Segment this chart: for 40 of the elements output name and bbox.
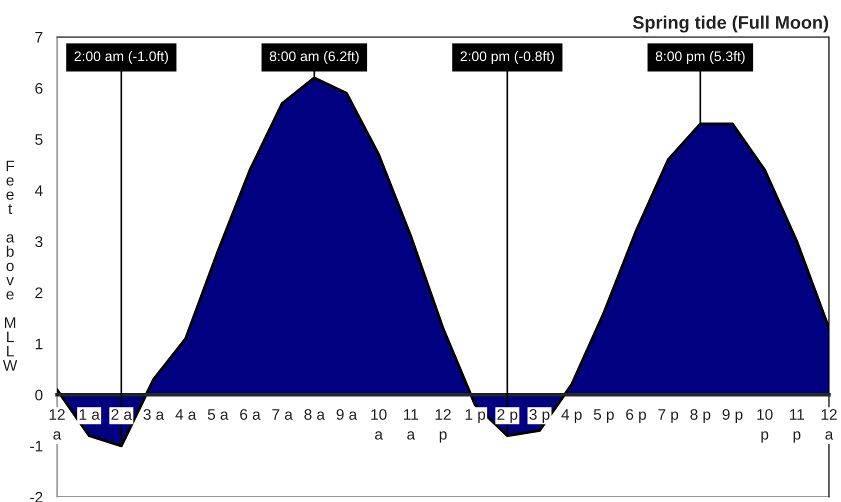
x-tick-label: 2 a [111,409,132,420]
x-tick-label: 10 p [757,409,773,443]
y-tick-label: 3 [35,236,42,248]
x-tick-label: 11 p [790,409,804,443]
x-tick-label: 12 a [822,409,837,440]
x-tick-label: 2 p [497,409,518,423]
x-tick-label: 8 p [690,409,710,423]
x-tick-label: 7 p [658,409,678,423]
x-tick-label: 3 a [143,409,164,420]
y-tick-label: 7 [35,32,42,43]
y-tick-label: 2 [35,287,42,298]
x-tick-label: 9 a [336,409,358,420]
x-tick-label: 10 a [371,409,387,440]
x-tick-label: 9 p [722,409,742,423]
chart-title: Spring tide (Full Moon) [632,16,828,32]
x-tick-label: 5 p [594,409,614,423]
x-tick-label: 12 p [436,409,451,443]
x-tick-label: 11 a [404,409,418,440]
x-tick-label: 7 a [272,409,293,420]
annotation: 8:00 am (6.2ft) [270,50,359,64]
y-tick-label: 0 [35,390,43,400]
y-tick-label: 1 [36,338,42,350]
y-tick-label: 6 [35,82,42,94]
text: Feet above MLLW [2,160,18,371]
x-tick-label: 8 a [304,409,325,420]
x-tick-label: 6 a [240,409,261,420]
x-tick-label: 1 p [466,409,486,423]
y-tick-label: -1 [30,440,42,452]
x-tick-label: 3 p [529,409,550,423]
x-tick-label: 4 a [175,409,196,420]
annotation: 8:00 pm (5.3ft) [656,50,745,64]
x-tick-label: 12 a [50,409,65,440]
annotation: 2:00 pm (-0.8ft) [460,50,554,64]
y-tick-label: 4 [34,185,43,196]
x-tick-label: 4 p [561,409,582,423]
x-tick-label: 6 p [626,409,646,423]
x-tick-label: 5 a [208,409,228,420]
y-tick-label: 5 [35,134,42,145]
x-tick-label: 1 a [80,409,100,420]
annotation: 2:00 am (-1.0ft) [74,50,168,64]
